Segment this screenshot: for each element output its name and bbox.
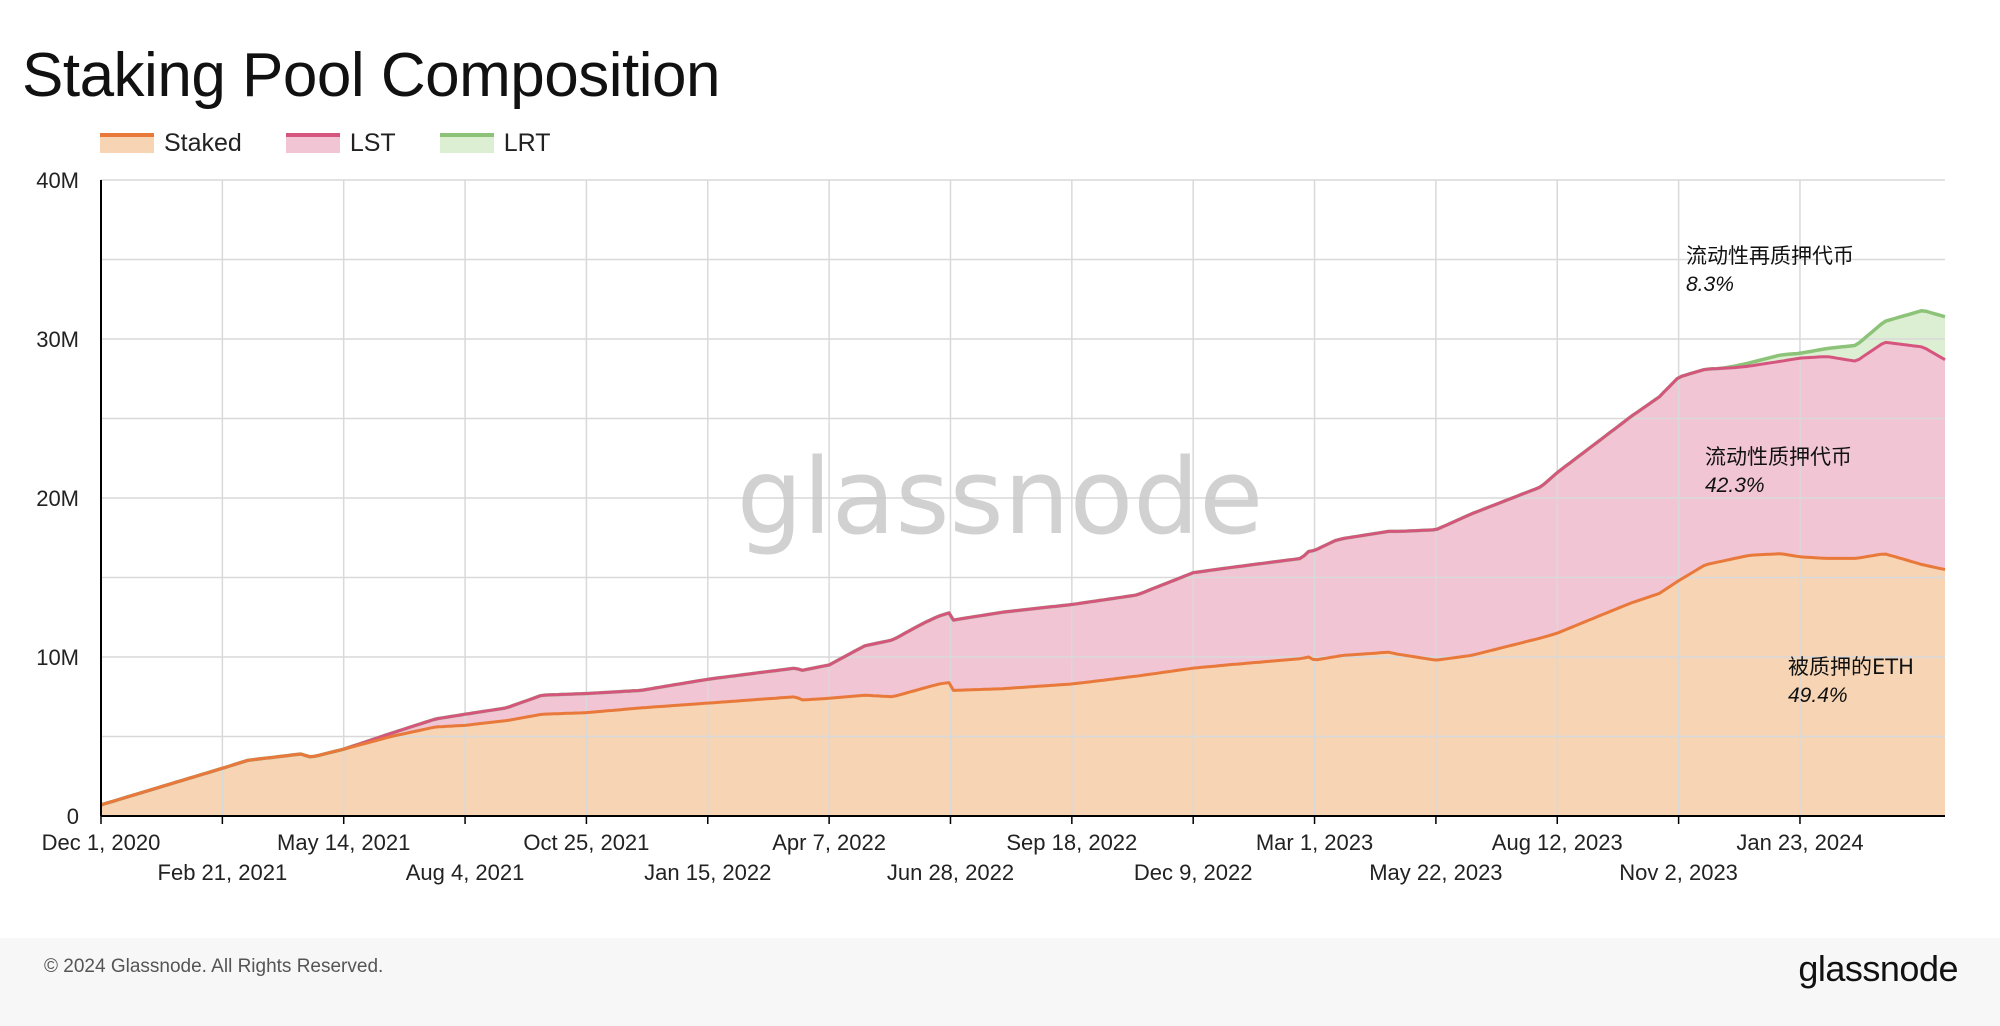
legend-label-staked: Staked xyxy=(164,128,242,157)
y-tick-label: 10M xyxy=(36,645,79,670)
x-tick-label: Apr 7, 2022 xyxy=(772,830,886,855)
y-tick-label: 30M xyxy=(36,327,79,352)
footer-band xyxy=(0,938,2000,1026)
area-lst xyxy=(101,342,1945,805)
x-tick-label: May 14, 2021 xyxy=(277,830,410,855)
x-tick-label: Oct 25, 2021 xyxy=(523,830,649,855)
legend-swatch-staked xyxy=(100,133,154,153)
annotation-label: 流动性再质押代币 xyxy=(1686,244,1854,268)
chart-legend: Staked LST LRT xyxy=(100,126,550,160)
area-staked xyxy=(101,553,1945,816)
y-tick-label: 20M xyxy=(36,486,79,511)
annotation-label: 流动性质押代币 xyxy=(1705,445,1852,469)
x-tick-label: Nov 2, 2023 xyxy=(1619,860,1738,885)
y-tick-label: 40M xyxy=(36,168,79,193)
x-tick-label: Sep 18, 2022 xyxy=(1006,830,1137,855)
y-tick-label: 0 xyxy=(67,804,79,829)
annotation-layer: 流动性再质押代币 8.3% 流动性质押代币 42.3% 被质押的ETH 49.4% xyxy=(1686,244,1914,707)
x-tick-label: Dec 9, 2022 xyxy=(1134,860,1253,885)
watermark-text: glassnode xyxy=(737,436,1264,558)
line-layer xyxy=(100,309,1946,807)
axis-layer: 0 10M 20M 30M 40M Dec 1, 2020 Feb 21, 2021 May … xyxy=(36,168,1945,885)
chart-title: Staking Pool Composition xyxy=(22,41,720,110)
chart-plot: glassnode 0 10M 20M 30M 40M Dec 1, 2020 Feb 21… xyxy=(36,168,1946,885)
footer-logo: glassnode xyxy=(1798,948,1958,989)
legend-label-lrt: LRT xyxy=(503,128,551,157)
annotation-value: 8.3% xyxy=(1686,273,1734,296)
x-tick-label: Jan 23, 2024 xyxy=(1736,830,1863,855)
x-tick-label: Aug 12, 2023 xyxy=(1492,830,1623,855)
copyright-text: © 2024 Glassnode. All Rights Reserved. xyxy=(44,956,384,977)
annotation-value: 49.4% xyxy=(1788,684,1848,707)
series-line-staked xyxy=(100,552,1946,807)
x-tick-label: Aug 4, 2021 xyxy=(406,860,525,885)
legend-label-lst: LST xyxy=(349,128,396,157)
legend-swatch-lst xyxy=(285,133,340,153)
x-tick-label: Jun 28, 2022 xyxy=(887,860,1014,885)
annotation-label: 被质押的ETH xyxy=(1788,655,1914,679)
x-tick-label: Mar 1, 2023 xyxy=(1256,830,1373,855)
legend-swatch-lrt xyxy=(439,133,494,153)
x-tick-label: Jan 15, 2022 xyxy=(644,860,771,885)
legend-item-staked[interactable]: Staked xyxy=(100,129,242,158)
grid-layer xyxy=(101,179,1945,816)
x-tick-label: May 22, 2023 xyxy=(1369,860,1502,885)
x-tick-label: Dec 1, 2020 xyxy=(42,830,161,855)
legend-item-lst[interactable]: LST xyxy=(285,128,396,158)
series-line-lst xyxy=(100,340,1946,807)
annotation-value: 42.3% xyxy=(1705,474,1765,497)
legend-item-lrt[interactable]: LRT xyxy=(439,128,551,158)
x-tick-label: Feb 21, 2021 xyxy=(158,860,288,885)
